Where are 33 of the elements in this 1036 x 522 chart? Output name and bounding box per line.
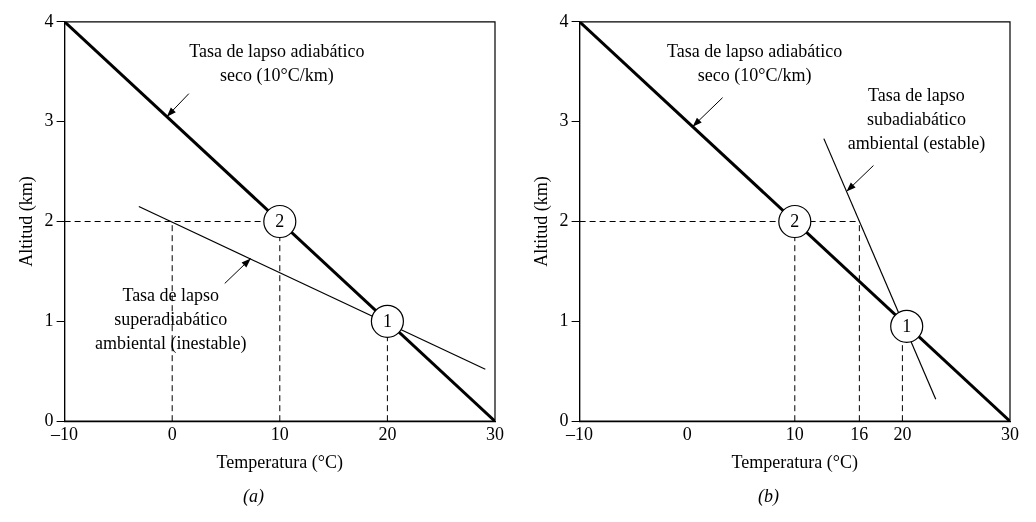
x-tick-label: 10 [270,423,289,444]
x-axis-title: Temperatura (°C) [731,452,858,474]
y-tick-label: 1 [559,310,569,331]
x-tick-label: 16 [850,423,869,444]
y-tick-label: 0 [559,409,569,430]
annotation: Tasa de lapso adiabático seco (10°C/km) [666,41,843,87]
y-tick-label: 2 [44,210,54,231]
y-axis-title: Altitud (km) [15,176,37,267]
y-axis-title: Altitud (km) [530,176,552,267]
y-tick-label: 0 [44,409,54,430]
x-tick-label: 0 [167,423,177,444]
annotation: Tasa de lapso superadiabático ambiental (inestable) [95,285,247,355]
annotation: 1 [382,311,392,332]
x-tick-label: 20 [378,423,397,444]
x-tick-label: 0 [682,423,692,444]
text: (b) [758,485,779,507]
text: (a) [243,485,264,507]
x-tick-label: 30 [486,423,504,444]
y-tick-label: 4 [559,10,569,31]
annotation: Tasa de lapso adiabático seco (10°C/km) [189,41,365,87]
y-tick-label: 3 [44,110,54,131]
y-tick-label: 4 [44,10,54,31]
y-tick-label: 3 [559,110,569,131]
y-tick-label: 1 [44,310,54,331]
y-tick-label: 2 [559,210,569,231]
annotation: 1 [902,316,912,337]
x-axis-title: Temperatura (°C) [216,452,343,474]
annotation: 2 [790,211,800,232]
x-tick-label: 30 [1001,423,1019,444]
x-tick-label: 10 [785,423,804,444]
x-tick-label: 20 [893,423,912,444]
annotation: Tasa de lapso subadiabático ambiental (estable) [847,85,986,155]
annotation: 2 [275,211,285,232]
